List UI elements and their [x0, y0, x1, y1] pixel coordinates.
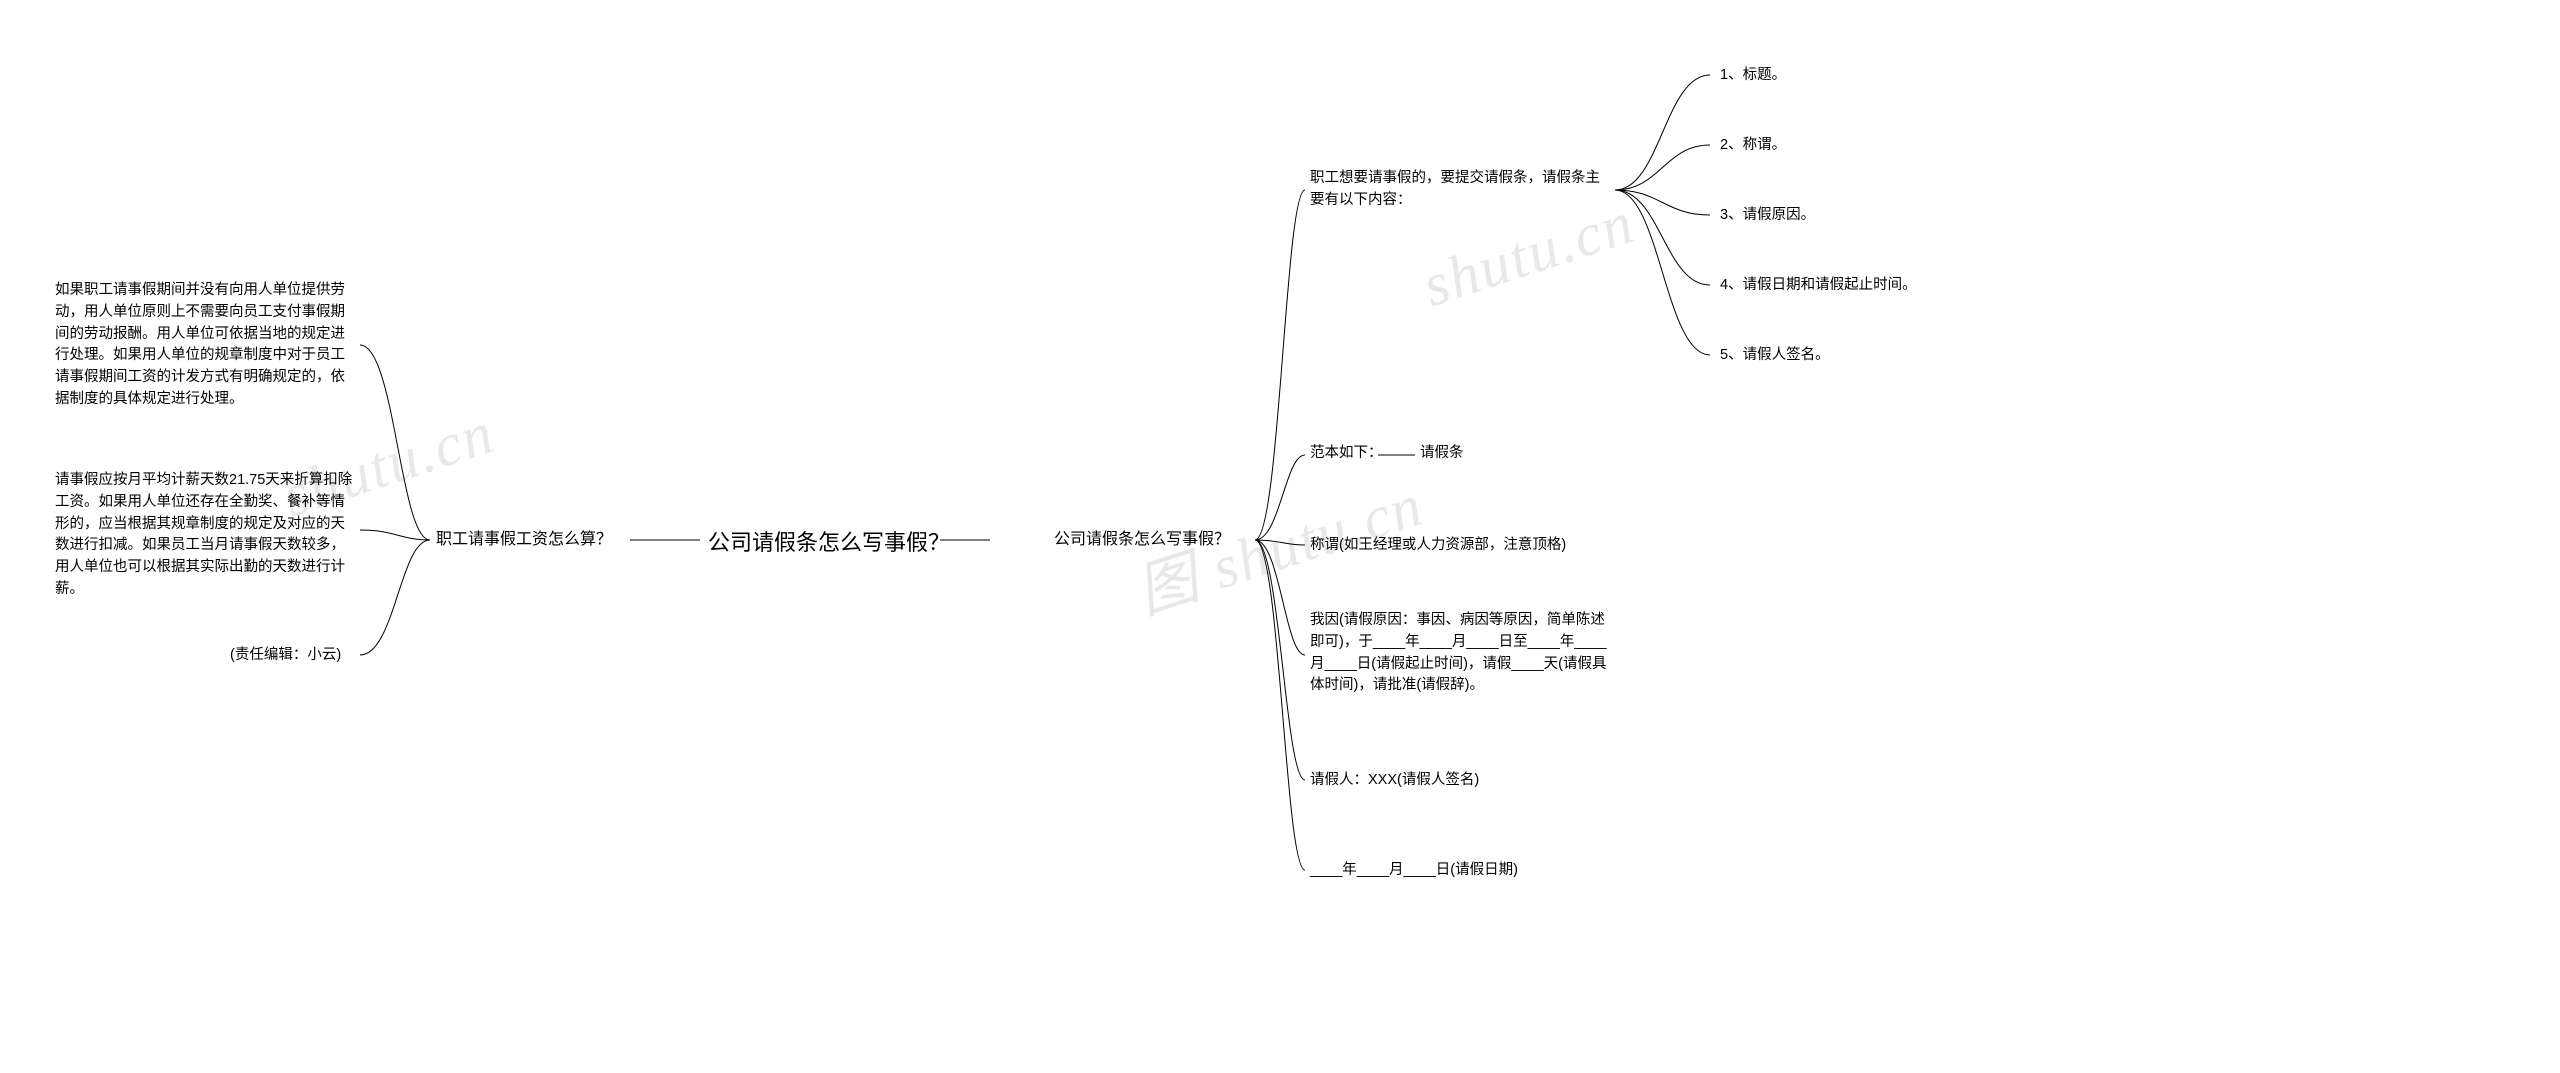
right-child-5: ____年____月____日(请假日期) [1310, 860, 1518, 882]
mindmap-connectors [0, 0, 2560, 1073]
right-branch-title: 公司请假条怎么写事假？ [1050, 526, 1234, 554]
right-child-1-prefix: 范本如下： [1310, 443, 1383, 465]
right-item-1: 2、称谓。 [1720, 135, 1786, 157]
right-item-3: 4、请假日期和请假起止时间。 [1720, 275, 1917, 297]
right-child-3: 我因(请假原因：事因、病因等原因，简单陈述即可)，于____年____月____… [1310, 610, 1610, 697]
left-child-1: 请事假应按月平均计薪天数21.75天来折算扣除工资。如果用人单位还存在全勤奖、餐… [55, 470, 355, 601]
right-child-4: 请假人：XXX(请假人签名) [1310, 770, 1479, 792]
right-item-0: 1、标题。 [1720, 65, 1786, 87]
right-item-4: 5、请假人签名。 [1720, 345, 1830, 367]
left-child-0: 如果职工请事假期间并没有向用人单位提供劳动，用人单位原则上不需要向员工支付事假期… [55, 280, 355, 411]
left-child-2: (责任编辑：小云) [230, 645, 341, 667]
right-child-2: 称谓(如王经理或人力资源部，注意顶格) [1310, 535, 1566, 557]
left-branch-title: 职工请事假工资怎么算？ [432, 526, 616, 554]
center-node: 公司请假条怎么写事假？ [700, 522, 958, 563]
right-child-0: 职工想要请事假的，要提交请假条，请假条主要有以下内容： [1310, 168, 1610, 212]
right-child-1-suffix: 请假条 [1420, 443, 1464, 465]
right-item-2: 3、请假原因。 [1720, 205, 1815, 227]
